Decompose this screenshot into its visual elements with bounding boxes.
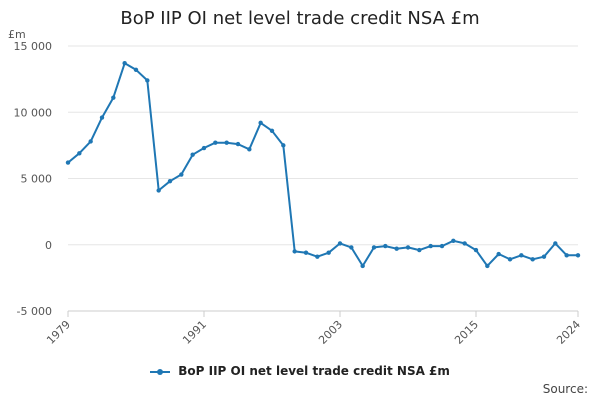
data-point <box>156 188 161 193</box>
data-point <box>179 172 184 177</box>
y-tick-label: 15 000 <box>14 40 53 53</box>
data-point <box>360 263 365 269</box>
legend[interactable]: BoP IIP OI net level trade credit NSA £m <box>0 364 600 378</box>
data-point <box>303 250 309 255</box>
data-point <box>439 243 445 249</box>
data-point <box>269 128 275 133</box>
x-tick-label: 2024 <box>554 318 583 347</box>
y-tick-label: 0 <box>45 239 52 252</box>
data-point <box>281 143 286 148</box>
data-point <box>190 152 195 157</box>
data-point <box>394 246 399 251</box>
data-point <box>167 178 173 184</box>
series-layer <box>65 61 581 269</box>
y-unit-label: £m <box>8 28 26 41</box>
data-point <box>292 249 297 254</box>
y-tick-label: 5 000 <box>21 173 53 186</box>
data-point <box>371 245 377 250</box>
data-point <box>462 241 467 246</box>
legend-swatch <box>150 368 171 375</box>
data-point <box>111 95 116 100</box>
axes <box>67 310 579 317</box>
source-label: Source: <box>542 382 588 396</box>
data-point <box>519 253 524 258</box>
data-point <box>496 251 501 257</box>
data-point <box>235 141 241 147</box>
x-tick-label: 2015 <box>452 318 481 347</box>
data-point <box>485 263 490 269</box>
data-point <box>224 140 229 145</box>
legend-label: BoP IIP OI net level trade credit NSA £m <box>178 364 450 378</box>
data-point <box>564 253 569 258</box>
data-point <box>473 247 479 253</box>
data-point <box>247 147 252 152</box>
data-point <box>201 145 207 151</box>
data-point <box>99 115 105 120</box>
x-tick-label: 2003 <box>316 318 345 347</box>
data-point <box>428 243 433 249</box>
data-point <box>553 241 558 246</box>
y-tick-label: -5 000 <box>17 305 52 318</box>
data-point <box>133 67 139 73</box>
data-point <box>122 61 127 66</box>
data-point <box>337 241 343 246</box>
data-point <box>145 78 150 83</box>
data-point <box>541 254 547 259</box>
x-tick-label: 1991 <box>180 318 209 347</box>
x-tick-label: 1979 <box>44 318 73 347</box>
data-point <box>213 140 218 145</box>
data-point <box>326 250 331 255</box>
tick-labels: -5 000 0 5 000 10 000 15 000 1979 1991 2003 2015… <box>14 40 584 347</box>
y-tick-label: 10 000 <box>14 106 53 119</box>
gridlines <box>68 45 578 312</box>
data-point <box>507 257 513 262</box>
data-point <box>575 253 581 258</box>
series-line <box>67 62 578 267</box>
data-point <box>77 151 82 156</box>
data-point <box>349 245 354 250</box>
data-point <box>405 245 411 250</box>
chart-title: BoP IIP OI net level trade credit NSA £m <box>120 8 480 29</box>
data-point <box>315 254 320 259</box>
data-point <box>383 243 388 249</box>
data-point <box>258 120 263 126</box>
data-point <box>530 257 535 262</box>
data-point <box>65 160 71 165</box>
data-point <box>88 139 93 144</box>
data-point <box>417 247 422 253</box>
data-point <box>451 238 456 243</box>
